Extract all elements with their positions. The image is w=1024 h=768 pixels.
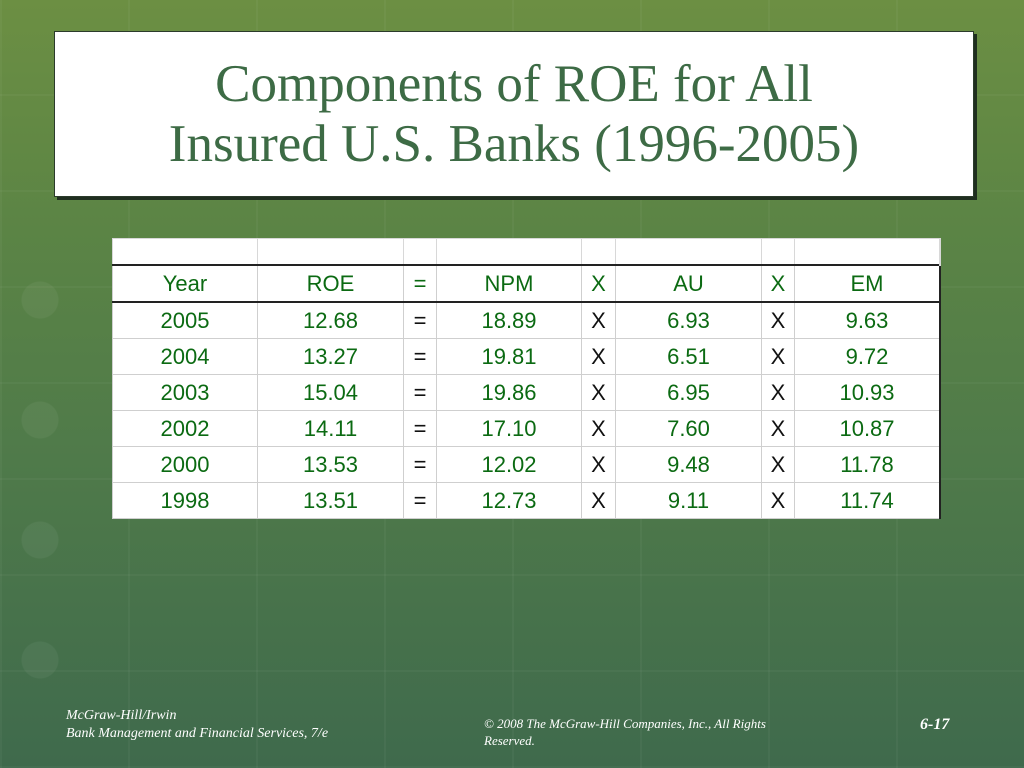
cell-times: X [761,410,795,447]
cell-times: X [581,446,616,483]
cell-em: 11.78 [794,446,941,483]
table-cell [581,238,616,266]
header-au: AU [615,264,762,303]
cell-equals: = [403,446,437,483]
header-times-1: X [581,264,616,303]
roe-components-table: Year ROE = NPM X AU X EM 2005 12.68 = 18… [112,238,941,519]
cell-au: 9.48 [615,446,762,483]
table-cell [615,238,762,266]
cell-au: 9.11 [615,482,762,519]
table-cell [112,238,258,266]
cell-times: X [761,374,795,411]
cell-year: 1998 [112,482,258,519]
table-row: 2005 12.68 = 18.89 X 6.93 X 9.63 [112,301,941,339]
cell-npm: 17.10 [436,410,582,447]
footer-publisher: McGraw-Hill/Irwin [66,708,177,723]
cell-au: 6.95 [615,374,762,411]
cell-em: 11.74 [794,482,941,519]
footer-copyright-line-1: © 2008 The McGraw-Hill Companies, Inc., … [484,716,766,731]
cell-times: X [581,374,616,411]
footer-book-title: Bank Management and Financial Services, … [66,726,329,741]
cell-times: X [581,410,616,447]
cell-equals: = [403,338,437,375]
table-cell [436,238,582,266]
cell-em: 9.72 [794,338,941,375]
footer-publisher-info: McGraw-Hill/Irwin Bank Management and Fi… [66,707,328,743]
cell-au: 6.93 [615,301,762,339]
cell-au: 7.60 [615,410,762,447]
cell-year: 2000 [112,446,258,483]
header-npm: NPM [436,264,582,303]
cell-npm: 19.81 [436,338,582,375]
cell-year: 2005 [112,301,258,339]
cell-equals: = [403,482,437,519]
cell-npm: 19.86 [436,374,582,411]
table-row: 2003 15.04 = 19.86 X 6.95 X 10.93 [112,374,941,411]
table-row: 2002 14.11 = 17.10 X 7.60 X 10.87 [112,410,941,447]
header-year: Year [112,264,258,303]
table-cell [257,238,404,266]
table-spacer-row [112,238,941,266]
cell-times: X [761,338,795,375]
header-times-2: X [761,264,795,303]
cell-npm: 12.73 [436,482,582,519]
title-box: Components of ROE for All Insured U.S. B… [54,31,974,197]
slide-title: Components of ROE for All Insured U.S. B… [169,54,859,174]
table-cell [403,238,437,266]
table-cell [761,238,795,266]
cell-em: 9.63 [794,301,941,339]
cell-year: 2002 [112,410,258,447]
slide-title-line-1: Components of ROE for All [215,55,813,113]
footer-copyright-line-2: Reserved. [484,733,535,748]
cell-equals: = [403,374,437,411]
cell-roe: 13.51 [257,482,404,519]
cell-roe: 13.53 [257,446,404,483]
table-row: 2000 13.53 = 12.02 X 9.48 X 11.78 [112,446,941,483]
slide-number: 6-17 [920,716,950,733]
table-row: 1998 13.51 = 12.73 X 9.11 X 11.74 [112,482,941,519]
cell-year: 2004 [112,338,258,375]
cell-times: X [581,301,616,339]
cell-em: 10.87 [794,410,941,447]
cell-roe: 12.68 [257,301,404,339]
cell-roe: 13.27 [257,338,404,375]
header-equals: = [403,264,437,303]
cell-times: X [581,482,616,519]
slide-title-line-2: Insured U.S. Banks (1996-2005) [168,115,860,173]
header-em: EM [794,264,941,303]
table-cell [794,238,941,266]
cell-npm: 18.89 [436,301,582,339]
cell-au: 6.51 [615,338,762,375]
cell-times: X [761,446,795,483]
header-roe: ROE [257,264,404,303]
cell-roe: 15.04 [257,374,404,411]
cell-times: X [581,338,616,375]
cell-times: X [761,482,795,519]
cell-roe: 14.11 [257,410,404,447]
table-header-row: Year ROE = NPM X AU X EM [112,264,941,303]
cell-equals: = [403,301,437,339]
table-row: 2004 13.27 = 19.81 X 6.51 X 9.72 [112,338,941,375]
cell-npm: 12.02 [436,446,582,483]
cell-year: 2003 [112,374,258,411]
footer-copyright: © 2008 The McGraw-Hill Companies, Inc., … [484,715,874,749]
cell-times: X [761,301,795,339]
cell-em: 10.93 [794,374,941,411]
cell-equals: = [403,410,437,447]
